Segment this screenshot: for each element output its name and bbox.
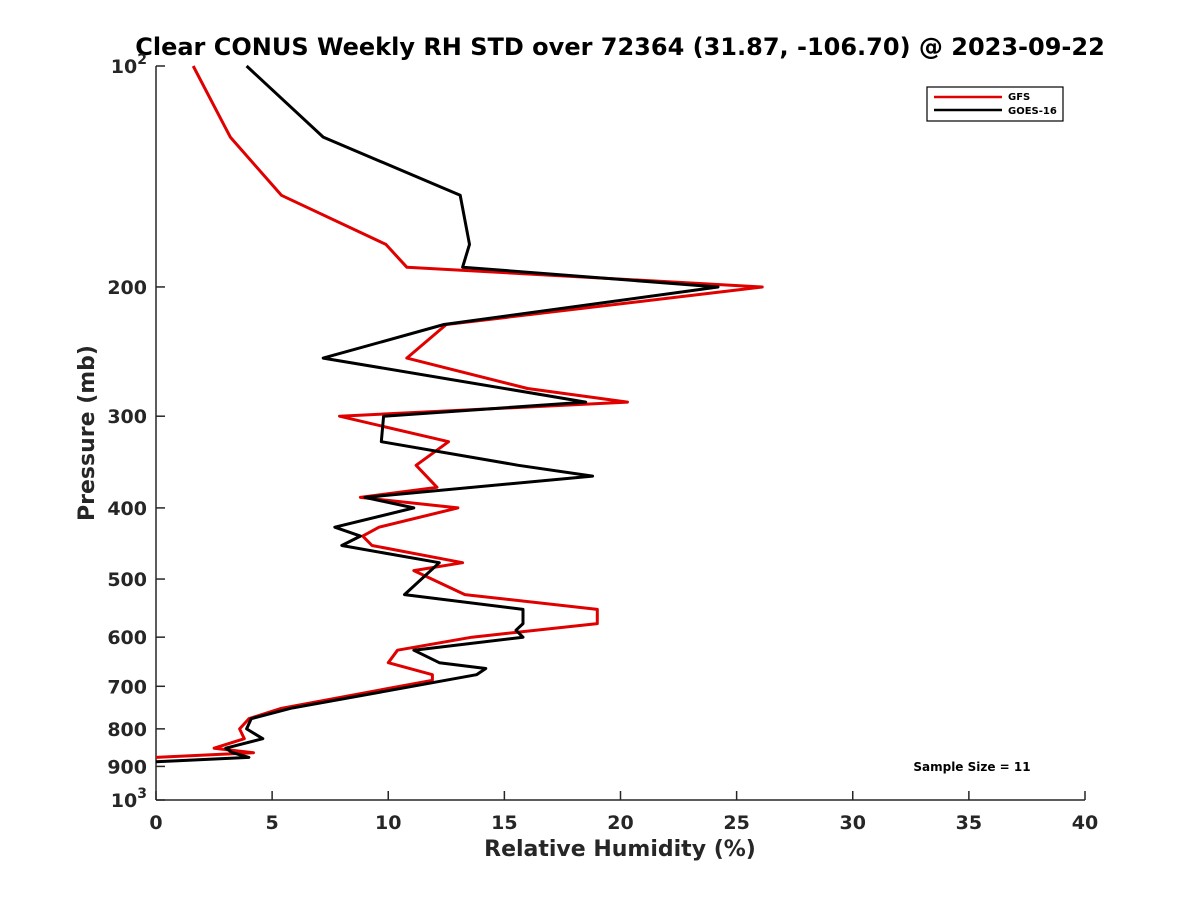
y-axis-ticks: 102 200 300 400 500 600 700 800 900 103 xyxy=(107,52,165,812)
sample-size-annotation: Sample Size = 11 xyxy=(913,760,1030,774)
x-tick-label: 30 xyxy=(840,812,866,834)
y-tick-label: 700 xyxy=(107,676,147,698)
y-tick-label: 900 xyxy=(107,756,147,778)
series-layer xyxy=(155,64,764,764)
y-tick-label: 103 xyxy=(111,786,147,812)
series-line-goes16 xyxy=(155,64,720,764)
x-tick-label: 0 xyxy=(149,812,162,834)
x-axis-ticks: 0 5 10 15 20 25 30 35 40 xyxy=(149,791,1098,834)
x-tick-label: 5 xyxy=(266,812,279,834)
legend-label-gfs: GFS xyxy=(1008,92,1030,103)
x-tick-label: 10 xyxy=(375,812,401,834)
y-tick-label: 200 xyxy=(107,277,147,299)
x-tick-label: 25 xyxy=(723,812,749,834)
y-tick-label: 500 xyxy=(107,569,147,591)
chart-title: Clear CONUS Weekly RH STD over 72364 (31… xyxy=(135,33,1105,61)
x-tick-label: 15 xyxy=(491,812,517,834)
y-axis-label: Pressure (mb) xyxy=(75,345,100,521)
x-tick-label: 20 xyxy=(607,812,633,834)
y-tick-label: 600 xyxy=(107,627,147,649)
legend: GFS GOES-16 xyxy=(926,86,1064,122)
x-tick-label: 35 xyxy=(956,812,982,834)
legend-label-goes16: GOES-16 xyxy=(1008,106,1057,117)
y-tick-label: 300 xyxy=(107,406,147,428)
legend-box xyxy=(926,86,1064,122)
x-axis-label: Relative Humidity (%) xyxy=(484,837,756,862)
x-tick-label: 40 xyxy=(1072,812,1098,834)
plot-frame xyxy=(155,66,1085,801)
y-tick-label: 400 xyxy=(107,498,147,520)
y-tick-label: 102 xyxy=(111,52,147,78)
y-tick-label: 800 xyxy=(107,719,147,741)
